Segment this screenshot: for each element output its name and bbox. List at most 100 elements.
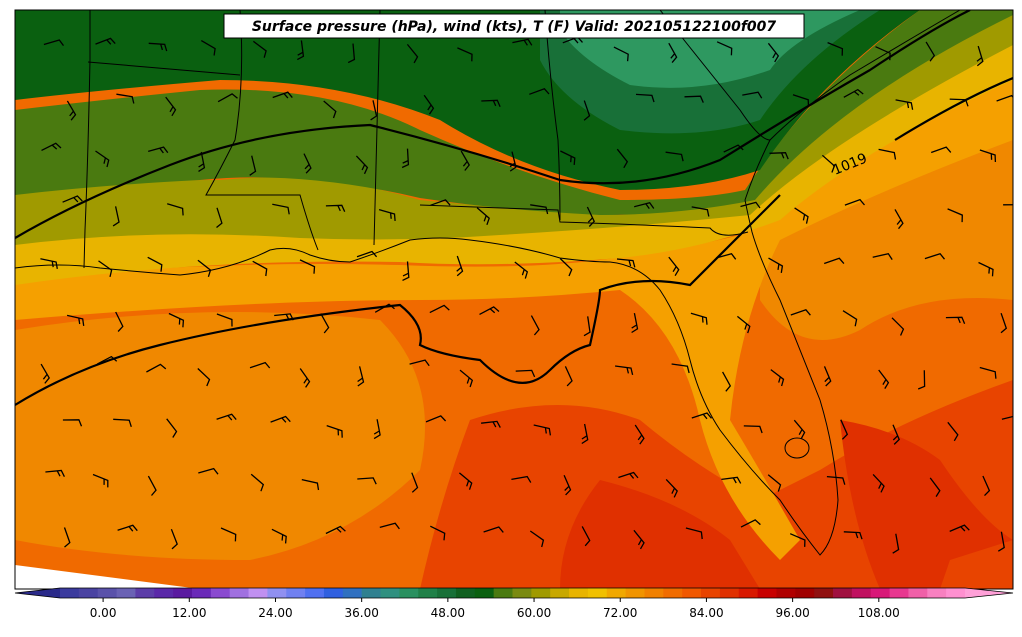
colorbar-segment <box>361 588 382 598</box>
isobars <box>15 10 1013 406</box>
wind-barb <box>947 208 963 223</box>
wind-barb <box>997 531 1005 552</box>
colorbar-segment <box>191 588 212 598</box>
colorbar-tick-label: 36.00 <box>344 606 378 620</box>
colorbar-segment <box>399 588 419 598</box>
wind-barb <box>253 40 267 58</box>
wind-barb <box>930 146 952 154</box>
wind-barb <box>723 144 744 153</box>
temp-band-78-81 <box>15 312 425 560</box>
wind-barb <box>878 148 897 160</box>
wind-barb <box>583 100 591 121</box>
wind-barb <box>769 152 789 160</box>
colorbar-over-extend <box>965 588 1013 598</box>
wind-barb <box>483 526 504 533</box>
wind-barb <box>929 477 941 497</box>
wind-barb <box>947 421 959 442</box>
wind-barb <box>631 312 639 334</box>
wind-barb <box>272 203 290 215</box>
wind-barb <box>117 524 138 532</box>
wind-barb <box>320 313 330 334</box>
wind-barb <box>716 41 733 56</box>
wind-barb <box>63 527 71 548</box>
colorbar-tick-label: 108.00 <box>858 606 900 620</box>
wind-barb <box>374 303 395 313</box>
colorbar-segment <box>210 588 231 598</box>
wind-barb <box>402 261 410 281</box>
colorbar-segment <box>60 588 80 598</box>
wind-barb <box>949 524 970 532</box>
wind-barb <box>634 202 655 209</box>
lake-okeechobee <box>784 437 810 459</box>
wind-barb <box>41 142 62 151</box>
wind-barb <box>690 312 708 325</box>
colorbar-segment <box>323 588 344 598</box>
wind-barb <box>96 355 118 365</box>
wind-barb <box>515 369 536 378</box>
wind-barb <box>509 151 517 172</box>
colorbar-segment <box>493 588 513 598</box>
colorbar-segment <box>776 588 796 598</box>
wind-barb <box>1003 204 1013 206</box>
wind-barb <box>423 94 435 115</box>
wind-barb <box>216 207 223 229</box>
atlantic-coastline <box>744 10 961 201</box>
wind-barb <box>40 363 50 384</box>
wind-barb <box>665 151 684 162</box>
colorbar-segment <box>380 588 400 598</box>
temp-band-72-75 <box>15 40 1013 285</box>
wind-barb <box>559 258 573 277</box>
wind-barb <box>66 314 85 326</box>
wind-barb <box>459 369 474 388</box>
wind-barb <box>113 418 132 427</box>
colorbar-segment <box>78 588 99 598</box>
wind-barb <box>615 365 634 376</box>
wind-barb <box>115 311 124 332</box>
wind-barb <box>618 471 639 479</box>
wind-barb <box>790 309 811 316</box>
colorbar-segment <box>512 588 532 598</box>
colorbar-tick-label: 72.00 <box>603 606 637 620</box>
wind-barb <box>148 146 169 154</box>
wind-barb <box>722 371 732 392</box>
wind-barb <box>347 43 356 64</box>
colorbar-segment <box>418 588 438 598</box>
wind-barb <box>216 413 237 421</box>
wind-barb <box>406 43 419 64</box>
colorbar-segment <box>116 588 136 598</box>
wind-barb <box>616 148 629 169</box>
wind-barb <box>581 423 589 445</box>
wind-barb <box>249 155 257 176</box>
colorbar-segment <box>455 588 476 598</box>
wind-barb <box>872 473 885 493</box>
wind-barb <box>793 419 806 439</box>
wind-barb <box>581 526 591 547</box>
wind-barb <box>43 39 65 46</box>
temp-band-87-90 <box>840 420 1013 589</box>
colorbar-segment <box>870 588 891 598</box>
wind-barb <box>373 419 381 440</box>
wind-barb <box>823 366 832 387</box>
colorbar-segment <box>663 588 683 598</box>
wind-barb <box>357 366 365 387</box>
wind-barbs <box>40 36 1013 554</box>
wind-barb <box>95 37 116 45</box>
wind-barb <box>325 204 346 212</box>
wind-barb <box>668 42 678 64</box>
wind-barb <box>296 40 305 61</box>
wind-barb <box>62 195 83 203</box>
colorbar-segment <box>305 588 325 598</box>
wind-barb <box>917 370 926 390</box>
colorbar-segment <box>531 588 551 598</box>
wind-barb <box>200 40 216 56</box>
wind-barb <box>411 472 419 493</box>
wind-barb <box>827 41 844 56</box>
wind-barb <box>530 204 549 215</box>
temp-band-se <box>940 540 1013 589</box>
colorbar-segment <box>927 588 947 598</box>
wind-barb <box>252 260 268 277</box>
wind-barb <box>220 527 237 542</box>
wind-barb <box>844 198 865 206</box>
colorbar-segment <box>154 588 174 598</box>
